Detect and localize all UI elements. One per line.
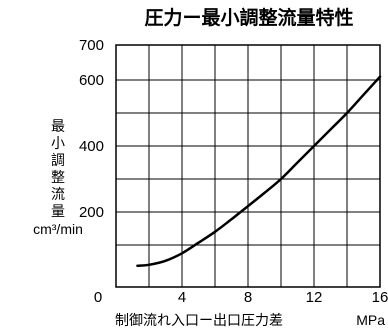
y-axis-label-char: 調 — [51, 153, 65, 169]
y-axis-unit: cm³/min — [33, 221, 83, 237]
x-axis-label: 制御流れ入口ー出口圧力差 — [115, 313, 283, 329]
y-axis-label-char: 量 — [51, 204, 65, 220]
y-tick-label: 200 — [79, 204, 104, 221]
chart-title: 圧力ー最小調整流量特性 — [144, 6, 353, 29]
x-tick-label: 12 — [306, 289, 323, 306]
y-tick-label: 400 — [79, 138, 104, 155]
plot-frame — [115, 44, 381, 288]
y-axis-label-char: 最 — [51, 119, 65, 135]
grid — [116, 45, 380, 287]
x-tick-label: 16 — [372, 289, 388, 306]
y-axis-label: 最小調整流量 — [51, 119, 65, 220]
y-axis-label-char: 整 — [51, 170, 65, 186]
x-tick-label: 4 — [178, 289, 186, 306]
x-tick-label: 0 — [94, 289, 102, 306]
series-line — [136, 75, 382, 268]
x-tick-label: 8 — [244, 289, 252, 306]
y-axis-label-char: 流 — [51, 187, 65, 203]
y-axis-label-char: 小 — [51, 136, 65, 152]
y-tick-label: 600 — [79, 72, 104, 89]
tick-labels: 200 400 600 700 0 4 8 12 16 — [79, 37, 388, 306]
y-tick-label: 700 — [79, 37, 104, 54]
x-axis-unit: MPa — [356, 312, 385, 328]
